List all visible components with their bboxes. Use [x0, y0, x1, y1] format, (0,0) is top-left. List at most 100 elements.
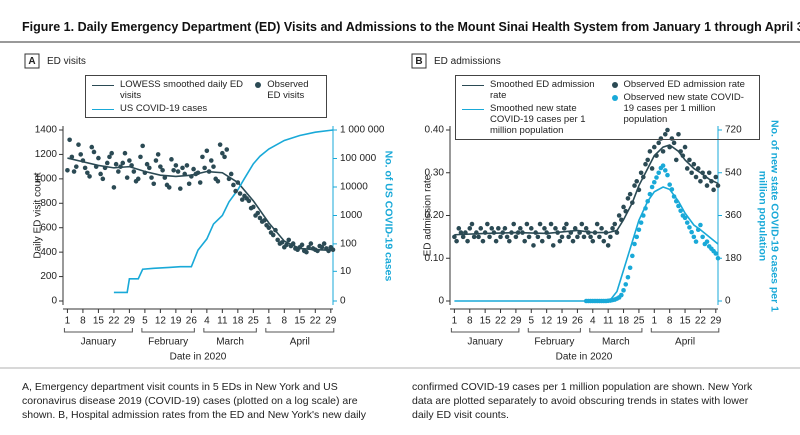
month-bracket: [265, 328, 335, 333]
data-point: [676, 203, 681, 209]
data-point: [138, 154, 143, 160]
legend-item: Observed new state COVID-19 cases per 1 …: [611, 92, 754, 125]
data-point: [147, 165, 152, 171]
legend-column: Smoothed ED admission rate Smoothed new s…: [462, 79, 604, 136]
data-point: [590, 238, 596, 244]
data-point: [662, 168, 668, 173]
x-tick-label: 19: [170, 316, 182, 327]
data-point: [564, 221, 569, 227]
data-point: [78, 152, 84, 157]
y-tick-label: 0: [51, 296, 57, 307]
data-point: [660, 163, 666, 168]
y2-tick-label: 360: [725, 210, 742, 221]
data-point: [535, 234, 541, 240]
y-axis-label: Daily ED visit count: [33, 172, 44, 258]
data-point: [704, 239, 710, 244]
x-tick-label: 18: [232, 316, 244, 327]
data-point: [299, 242, 305, 248]
data-point: [511, 221, 517, 227]
data-point: [621, 204, 626, 210]
month-bracket: [450, 328, 520, 333]
data-point: [480, 238, 486, 244]
x-tick-label: 19: [556, 316, 568, 327]
data-point: [98, 171, 103, 177]
x-tick-label: 8: [667, 316, 673, 327]
data-point: [158, 164, 163, 169]
data-point: [568, 230, 574, 235]
data-point: [279, 240, 285, 245]
data-point: [678, 149, 683, 154]
x-tick-label: 26: [572, 316, 584, 327]
data-point: [594, 221, 600, 227]
month-bracket: [203, 328, 257, 333]
data-point: [533, 230, 538, 235]
data-point: [131, 169, 137, 174]
data-point: [682, 215, 688, 221]
data-point: [662, 131, 668, 137]
data-point: [687, 225, 692, 230]
data-point: [222, 154, 227, 160]
data-point: [526, 234, 532, 240]
data-point: [709, 179, 714, 184]
data-point: [636, 187, 642, 193]
month-label: March: [216, 337, 244, 348]
legend-label: LOWESS smoothed daily ED visits: [120, 79, 244, 101]
data-point: [180, 165, 185, 171]
y2-tick-label: 0: [340, 296, 346, 307]
data-point: [553, 226, 558, 231]
x-tick-label: 25: [248, 316, 260, 327]
data-point: [266, 225, 272, 231]
month-label: April: [290, 337, 310, 348]
legend-column: Observed ED visits: [255, 79, 320, 114]
y2-tick-label: 720: [725, 125, 742, 136]
data-point: [713, 174, 719, 180]
y2-tick-label: 1000: [340, 210, 363, 221]
data-point: [586, 230, 591, 235]
x-tick-label: 22: [695, 316, 707, 327]
y-tick-label: 200: [40, 271, 57, 282]
data-point: [189, 174, 194, 179]
data-point: [592, 230, 598, 235]
data-point: [124, 175, 130, 180]
data-point: [71, 169, 77, 174]
data-point: [200, 154, 205, 160]
data-point: [215, 179, 221, 184]
panel-box: [411, 53, 427, 69]
data-point: [456, 226, 462, 231]
data-point: [517, 226, 523, 231]
data-point: [496, 226, 501, 231]
data-point: [87, 174, 92, 179]
data-point: [715, 255, 721, 261]
data-point: [467, 226, 473, 231]
legend-swatch: [462, 109, 484, 110]
data-point: [599, 226, 604, 231]
month-bracket: [650, 328, 720, 333]
data-point: [129, 163, 134, 168]
x-tick-label: 25: [633, 316, 645, 327]
x-tick-label: 1: [652, 316, 658, 327]
x-tick-label: 5: [528, 316, 534, 327]
data-point: [465, 238, 470, 244]
data-point: [619, 292, 624, 298]
data-point: [91, 149, 97, 155]
data-point: [603, 230, 609, 235]
month-bracket: [141, 328, 195, 333]
data-point: [471, 234, 477, 240]
data-point: [469, 221, 475, 227]
x-tick-label: 5: [142, 316, 148, 327]
data-point: [575, 234, 580, 240]
legend-column: Observed ED admission rate Observed new s…: [611, 79, 754, 136]
data-point: [330, 247, 336, 252]
data-point: [493, 238, 499, 244]
data-point: [689, 229, 694, 235]
month-label: February: [148, 337, 188, 348]
y-tick-label: 400: [40, 247, 57, 258]
data-point: [623, 282, 629, 287]
legend-label: US COVID-19 cases: [120, 103, 208, 114]
data-point: [140, 143, 145, 149]
data-point: [173, 163, 179, 168]
data-point: [116, 169, 121, 174]
legend-swatch: [611, 82, 618, 88]
data-point: [625, 196, 631, 201]
caption: A, Emergency department visit counts in …: [22, 381, 753, 421]
